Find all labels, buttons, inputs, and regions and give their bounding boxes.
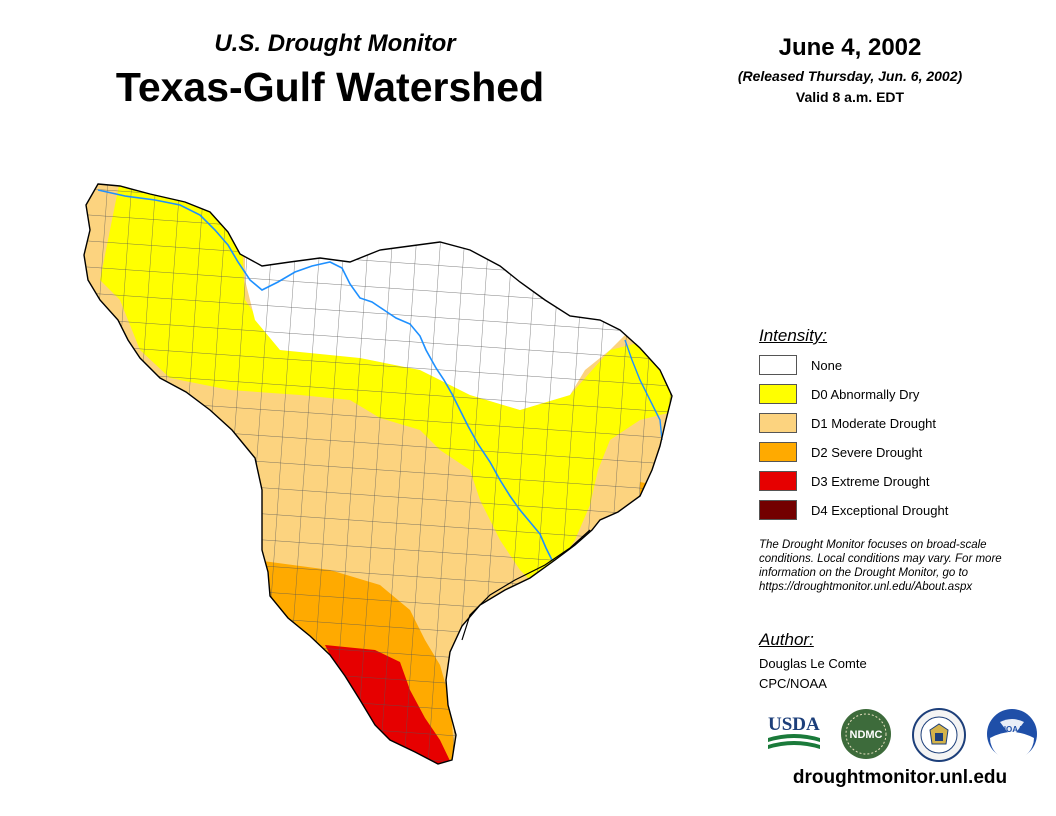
disclaimer-text: The Drought Monitor focuses on broad-sca… <box>759 539 1002 593</box>
legend-swatch <box>759 355 797 375</box>
region-title: Texas-Gulf Watershed <box>115 64 545 110</box>
commerce-seal-logo[interactable] <box>912 708 966 762</box>
release-date: (Released Thursday, Jun. 6, 2002) <box>737 68 963 84</box>
valid-time: Valid 8 a.m. EDT <box>795 89 905 105</box>
author-name: Douglas Le Comte <box>759 656 867 671</box>
legend-item-d3: D3 Extreme Drought <box>759 470 930 492</box>
website-link[interactable]: droughtmonitor.unl.edu <box>792 767 1008 788</box>
drought-map <box>83 183 673 765</box>
product-title: U.S. Drought Monitor <box>214 30 456 57</box>
basin-outline <box>83 183 673 765</box>
legend-label: D3 Extreme Drought <box>811 473 930 489</box>
noaa-logo[interactable]: NOAA <box>986 708 1038 760</box>
author-org: CPC/NOAA <box>759 676 827 691</box>
legend-label: D2 Severe Drought <box>811 444 923 460</box>
barrier-island <box>461 529 591 641</box>
usda-logo-text: USDA <box>768 714 820 735</box>
legend-item-d2: D2 Severe Drought <box>759 441 922 463</box>
map-date: June 4, 2002 <box>778 34 922 61</box>
legend-label: D4 Exceptional Drought <box>811 502 949 518</box>
legend-swatch <box>759 384 797 404</box>
author-heading: Author: <box>759 630 814 649</box>
legend-label: D1 Moderate Drought <box>811 415 937 431</box>
noaa-logo-text: NOAA <box>1000 725 1024 734</box>
legend-label: D0 Abnormally Dry <box>811 386 920 402</box>
legend-item-d4: D4 Exceptional Drought <box>759 499 948 521</box>
county-lines <box>84 184 672 764</box>
legend-item-d0: D0 Abnormally Dry <box>759 383 919 405</box>
legend-swatch <box>759 442 797 462</box>
river-sabine <box>624 339 663 441</box>
river-red <box>97 189 553 561</box>
usda-logo[interactable]: USDA <box>766 708 822 752</box>
legend-label: None <box>811 357 843 373</box>
legend-item-d1: D1 Moderate Drought <box>759 412 936 434</box>
ndmc-logo-text: NDMC <box>850 729 883 741</box>
ndmc-logo[interactable]: NDMC <box>840 708 892 760</box>
legend-swatch <box>759 471 797 491</box>
legend-title: Intensity: <box>759 326 828 345</box>
legend-swatch <box>759 413 797 433</box>
legend-item-none: None <box>759 354 842 376</box>
legend-swatch <box>759 500 797 520</box>
